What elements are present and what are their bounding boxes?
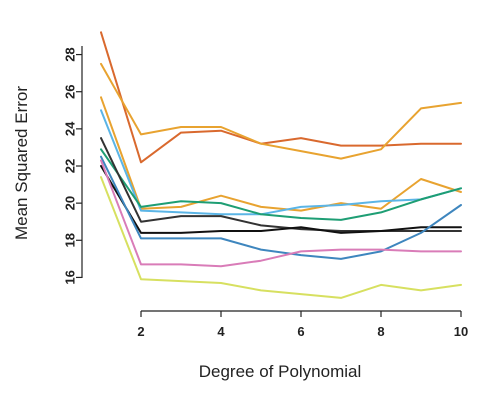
series-line-1 xyxy=(100,31,462,164)
series-line-9 xyxy=(100,159,462,268)
series-line-6 xyxy=(100,137,462,232)
y-tick-label-28: 28 xyxy=(63,47,78,61)
y-tick-label-26: 26 xyxy=(63,84,78,98)
x-axis-title: Degree of Polynomial xyxy=(199,362,362,381)
y-tick-label-16: 16 xyxy=(63,270,78,284)
x-tick-label-4: 4 xyxy=(217,324,225,339)
x-tick-label-6: 6 xyxy=(297,324,304,339)
x-tick-label-8: 8 xyxy=(377,324,384,339)
y-tick-label-24: 24 xyxy=(63,121,78,136)
series-line-4 xyxy=(100,109,462,216)
y-tick-label-22: 22 xyxy=(63,159,78,173)
series-line-10 xyxy=(100,176,462,299)
plot-area xyxy=(100,31,462,299)
y-tick-label-18: 18 xyxy=(63,233,78,247)
y-tick-label-20: 20 xyxy=(63,196,78,210)
series-line-2 xyxy=(100,62,462,160)
y-axis-title: Mean Squared Error xyxy=(12,86,31,240)
series-line-7 xyxy=(100,165,462,234)
series-line-5 xyxy=(100,148,462,221)
x-axis-ticks: 2 4 6 8 10 xyxy=(137,311,468,339)
series-line-8 xyxy=(100,155,462,260)
x-tick-label-10: 10 xyxy=(454,324,468,339)
x-tick-label-2: 2 xyxy=(137,324,144,339)
series-line-3 xyxy=(100,96,462,212)
y-axis-ticks: 16 18 20 22 24 26 28 xyxy=(63,47,82,285)
